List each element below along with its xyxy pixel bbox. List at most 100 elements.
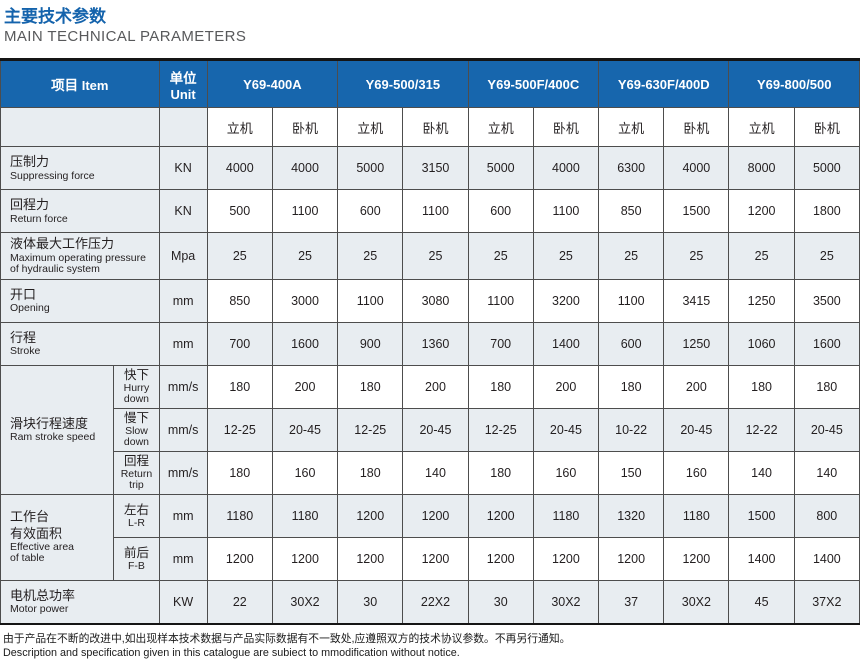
value-cell: 1500 — [728, 493, 795, 538]
value-cell: 180 — [598, 364, 665, 409]
value-cell: 4000 — [532, 146, 600, 191]
header-row: 项目 Item 单位 Unit Y69-400A Y69-500/315 Y69-500F… — [0, 59, 860, 109]
value-cell: 3200 — [532, 278, 600, 323]
value-cell: 30 — [467, 579, 534, 625]
item-header-spacer — [0, 107, 160, 148]
row-label: 开口 Opening — [0, 278, 160, 323]
value-cell: 200 — [663, 364, 730, 409]
row-sub-label: 慢下 Slow down — [113, 407, 160, 452]
item-header: 项目 Item — [0, 59, 160, 109]
row-unit: Mpa — [158, 232, 208, 280]
row-unit: mm/s — [158, 407, 208, 452]
value-cell: 5000 — [467, 146, 534, 191]
table-row: 前后 F-B mm 1200 1200 1200 1200 1200 1200 1200 1200 1… — [1, 536, 860, 581]
value-cell: 5000 — [793, 146, 860, 191]
model-header: Y69-500F/400C — [467, 59, 600, 109]
value-cell: 30X2 — [532, 579, 600, 625]
row-unit: KN — [158, 146, 208, 191]
value-cell: 180 — [337, 364, 404, 409]
value-cell: 4000 — [271, 146, 339, 191]
model-header: Y69-400A — [206, 59, 339, 109]
value-cell: 3500 — [793, 278, 860, 323]
value-cell: 22 — [206, 579, 273, 625]
orientation-header: 立机 — [337, 107, 404, 148]
row-unit: mm — [158, 536, 208, 581]
value-cell: 25 — [728, 232, 795, 280]
row-label: 行程 Stroke — [0, 321, 160, 366]
value-cell: 700 — [206, 321, 273, 366]
value-cell: 900 — [337, 321, 404, 366]
table-body: 压制力 Suppressing force KN 4000 4000 5000 3150 50… — [0, 146, 860, 625]
value-cell: 3000 — [271, 278, 339, 323]
value-cell: 12-25 — [206, 407, 273, 452]
value-cell: 140 — [793, 450, 860, 495]
table-row: 慢下 Slow down mm/s 12-25 20-45 12-25 20-45 12-25… — [1, 407, 860, 452]
value-cell: 1100 — [402, 189, 469, 234]
value-cell: 8000 — [728, 146, 795, 191]
footer-note-cn: 由于产品在不断的改进中,如出现样本技术数据与产品实际数据有不一致处,应遵照双方的… — [3, 632, 571, 645]
value-cell: 1100 — [467, 278, 534, 323]
row-group-label: 滑块行程速度 Ram stroke speed — [0, 364, 115, 495]
row-unit: KN — [158, 189, 208, 234]
value-cell: 20-45 — [663, 407, 730, 452]
value-cell: 180 — [467, 450, 534, 495]
value-cell: 1400 — [532, 321, 600, 366]
row-sub-label: 左右 L-R — [113, 493, 160, 538]
value-cell: 1200 — [728, 189, 795, 234]
value-cell: 1100 — [532, 189, 600, 234]
parameters-table: 项目 Item 单位 Unit Y69-400A Y69-500/315 Y69-500F… — [0, 58, 860, 625]
row-label: 电机总功率 Motor power — [0, 579, 160, 625]
value-cell: 5000 — [337, 146, 404, 191]
model-header: Y69-800/500 — [728, 59, 860, 109]
row-unit: KW — [158, 579, 208, 625]
value-cell: 850 — [206, 278, 273, 323]
table-row: 滑块行程速度 Ram stroke speed 快下 Hurry down mm/s 18… — [0, 364, 860, 495]
value-cell: 1200 — [206, 536, 273, 581]
value-cell: 25 — [467, 232, 534, 280]
value-cell: 200 — [402, 364, 469, 409]
value-cell: 180 — [793, 364, 860, 409]
row-unit: mm/s — [158, 450, 208, 495]
value-cell: 25 — [532, 232, 600, 280]
row-unit: mm — [158, 493, 208, 538]
value-cell: 500 — [206, 189, 273, 234]
value-cell: 1180 — [206, 493, 273, 538]
orientation-header: 立机 — [598, 107, 665, 148]
value-cell: 160 — [271, 450, 339, 495]
value-cell: 1200 — [271, 536, 339, 581]
row-label: 压制力 Suppressing force — [0, 146, 160, 191]
value-cell: 180 — [728, 364, 795, 409]
value-cell: 22X2 — [402, 579, 469, 625]
value-cell: 4000 — [206, 146, 273, 191]
value-cell: 850 — [598, 189, 665, 234]
value-cell: 200 — [532, 364, 600, 409]
value-cell: 1360 — [402, 321, 469, 366]
row-unit: mm — [158, 321, 208, 366]
orientation-header: 卧机 — [663, 107, 730, 148]
value-cell: 1200 — [402, 493, 469, 538]
value-cell: 1200 — [337, 536, 404, 581]
row-sub-label: 快下 Hurry down — [113, 364, 160, 409]
page-title: 主要技术参数 — [4, 7, 106, 26]
value-cell: 1200 — [598, 536, 665, 581]
value-cell: 1500 — [663, 189, 730, 234]
row-group-label: 工作台 有效面积 Effective area of table — [0, 493, 115, 581]
value-cell: 180 — [467, 364, 534, 409]
value-cell: 10-22 — [598, 407, 665, 452]
value-cell: 1320 — [598, 493, 665, 538]
model-header: Y69-630F/400D — [598, 59, 730, 109]
row-unit: mm — [158, 278, 208, 323]
row-label: 回程力 Return force — [0, 189, 160, 234]
value-cell: 1400 — [728, 536, 795, 581]
row-label: 液体最大工作压力 Maximum operating pressure of hy… — [0, 232, 160, 280]
value-cell: 700 — [467, 321, 534, 366]
value-cell: 1100 — [337, 278, 404, 323]
orientation-header: 卧机 — [532, 107, 600, 148]
value-cell: 12-25 — [337, 407, 404, 452]
row-sub-label: 前后 F-B — [113, 536, 160, 581]
value-cell: 1100 — [271, 189, 339, 234]
orientation-header: 立机 — [467, 107, 534, 148]
value-cell: 45 — [728, 579, 795, 625]
value-cell: 1600 — [271, 321, 339, 366]
value-cell: 600 — [598, 321, 665, 366]
